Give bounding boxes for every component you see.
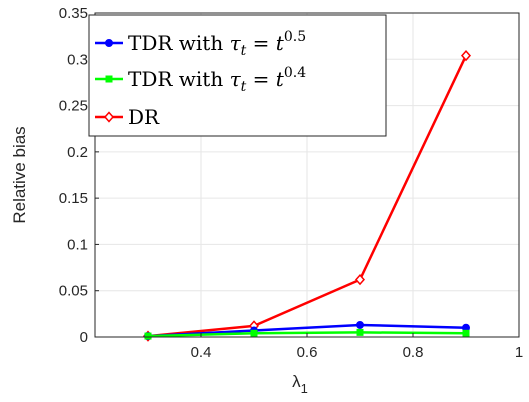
y-tick-label: 0.25 bbox=[59, 98, 88, 115]
data-point-tdr-0.5 bbox=[356, 320, 364, 329]
series-line-dr bbox=[147, 55, 468, 338]
x-tick-label: 1 bbox=[515, 344, 523, 361]
ticks: 0.4 0.6 0.8 1 0 0.05 0.1 0.15 0.2 0.25 0.3 0.35 bbox=[59, 5, 523, 361]
data-point-tdr-0.4 bbox=[250, 329, 258, 337]
data-point-dr bbox=[460, 49, 472, 62]
x-axis-label-subscript: 1 bbox=[301, 381, 308, 396]
x-tick-label: 0.6 bbox=[297, 344, 318, 361]
legend-label-tdr-0.4: TDR with τt = t0.4 bbox=[128, 65, 306, 95]
legend-label-dr: DR bbox=[128, 105, 160, 129]
y-tick-label: 0 bbox=[80, 329, 88, 346]
y-tick-label: 0.3 bbox=[67, 51, 88, 68]
x-axis-label: λ1 bbox=[292, 372, 308, 396]
data-point-dr bbox=[354, 273, 366, 286]
y-tick-label: 0.05 bbox=[59, 283, 88, 300]
data-point-tdr-0.4 bbox=[144, 332, 152, 340]
legend-label-tdr-0.5: TDR with τt = t0.5 bbox=[128, 29, 306, 59]
x-axis-label-symbol: λ bbox=[292, 372, 301, 391]
legend-marker-tdr-0.4 bbox=[105, 75, 113, 83]
y-tick-label: 0.15 bbox=[59, 190, 88, 207]
legend: TDR with τt = t0.5 TDR with τt = t0.4 DR bbox=[88, 14, 387, 137]
x-tick-label: 0.8 bbox=[403, 344, 424, 361]
legend-item-tdr-0.4: TDR with τt = t0.4 bbox=[95, 65, 306, 95]
x-tick-label: 0.4 bbox=[191, 344, 212, 361]
y-tick-label: 0.2 bbox=[67, 144, 88, 161]
y-tick-label: 0.35 bbox=[59, 5, 88, 22]
y-axis-label: Relative bias bbox=[10, 126, 29, 223]
legend-item-tdr-0.5: TDR with τt = t0.5 bbox=[95, 29, 306, 59]
legend-marker-tdr-0.5 bbox=[105, 39, 113, 47]
data-point-tdr-0.4 bbox=[462, 329, 470, 337]
legend-box bbox=[88, 14, 387, 137]
data-point-tdr-0.4 bbox=[356, 328, 364, 336]
legend-item-dr: DR bbox=[95, 105, 160, 129]
legend-marker-dr bbox=[103, 111, 115, 123]
y-tick-label: 0.1 bbox=[67, 236, 88, 253]
